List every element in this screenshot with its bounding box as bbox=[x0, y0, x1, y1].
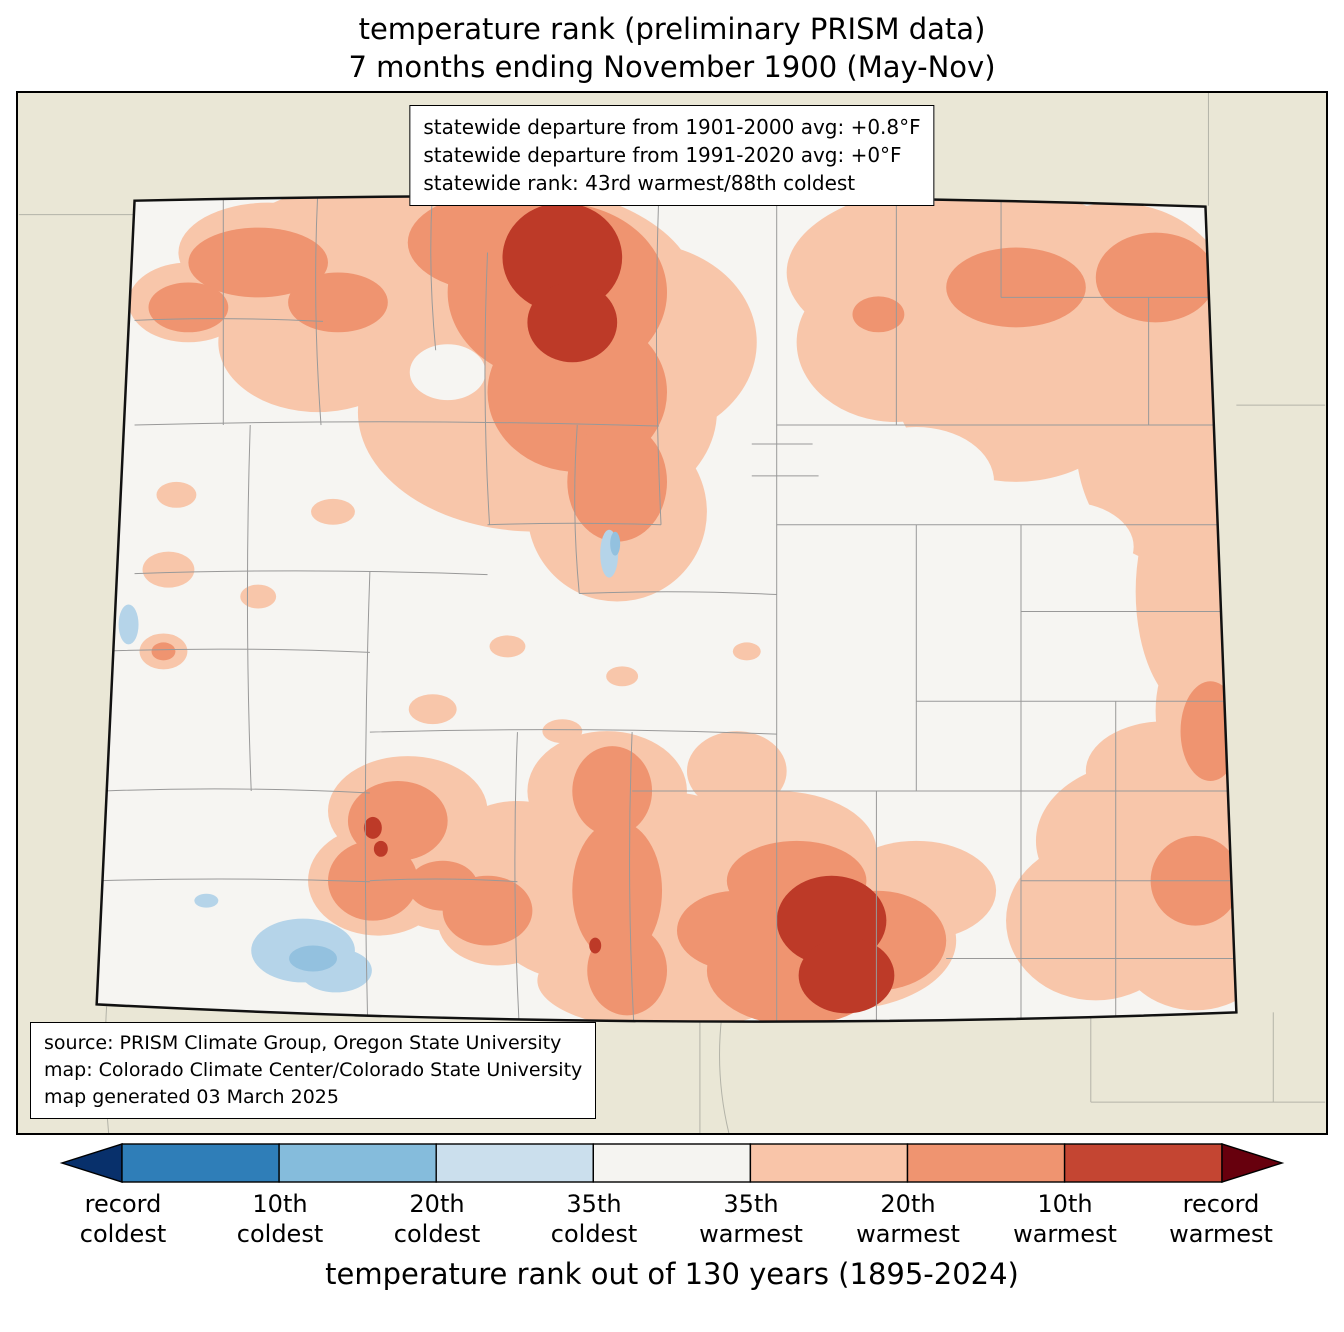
colorbar-seg-20th-warmest bbox=[906, 1142, 1066, 1183]
colorbar-label-10th-warmest: 10th warmest bbox=[1013, 1189, 1117, 1248]
neighbor-state-lines bbox=[18, 92, 1326, 1133]
colorbar-seg-20th-coldest bbox=[278, 1142, 437, 1183]
colorbar-seg-10th-coldest bbox=[121, 1142, 280, 1183]
source-line-2: map: Colorado Climate Center/Colorado St… bbox=[44, 1058, 583, 1081]
source-line-3: map generated 03 March 2025 bbox=[44, 1085, 339, 1108]
stats-line-3: statewide rank: 43rd warmest/88th coldes… bbox=[423, 171, 856, 196]
statewide-stats-box: statewide departure from 1901-2000 avg: … bbox=[409, 104, 935, 206]
colorbar-label-record-coldest: record coldest bbox=[79, 1189, 167, 1248]
page-title: temperature rank (preliminary PRISM data… bbox=[0, 0, 1344, 87]
colorbar-arrow-record-warmest bbox=[1221, 1142, 1285, 1183]
colorbar-label-35th-warmest: 35th warmest bbox=[699, 1189, 803, 1248]
colorbar-seg-35th-warmest bbox=[749, 1142, 909, 1183]
colorbar-svg bbox=[59, 1142, 1285, 1183]
cool-rank-deeper-patches bbox=[289, 531, 621, 971]
colorbar-label-record-warmest: record warmest bbox=[1169, 1189, 1273, 1248]
warm-rank-10th-patches bbox=[363, 202, 895, 1013]
colorbar-seg-10th-warmest bbox=[1063, 1142, 1223, 1183]
colorbar-labels: record coldest 10th coldest 20th coldest 35… bbox=[0, 1187, 1344, 1253]
stats-line-2: statewide departure from 1991-2020 avg: … bbox=[423, 142, 902, 167]
stats-line-1: statewide departure from 1901-2000 avg: … bbox=[423, 114, 921, 139]
colorbar-label-10th-coldest: 10th coldest bbox=[236, 1189, 324, 1248]
colorbar-seg-middle bbox=[592, 1142, 752, 1183]
colorbar-label-20th-warmest: 20th warmest bbox=[856, 1189, 960, 1248]
colorbar-caption: temperature rank out of 130 years (1895-… bbox=[325, 1256, 1019, 1291]
source-attribution-box: source: PRISM Climate Group, Oregon Stat… bbox=[30, 1021, 597, 1119]
colorbar-label-35th-coldest: 35th coldest bbox=[550, 1189, 638, 1248]
title-line-2: 7 months ending November 1900 (May-Nov) bbox=[348, 50, 996, 85]
colorbar bbox=[0, 1141, 1344, 1187]
colorbar-label-20th-coldest: 20th coldest bbox=[393, 1189, 481, 1248]
county-boundaries bbox=[96, 195, 1237, 1022]
colorado-map bbox=[18, 92, 1326, 1133]
map-panel: statewide departure from 1901-2000 avg: … bbox=[16, 90, 1328, 1135]
source-line-1: source: PRISM Climate Group, Oregon Stat… bbox=[44, 1031, 562, 1054]
colorbar-seg-35th-coldest bbox=[435, 1142, 595, 1183]
colorbar-arrow-record-coldest bbox=[59, 1142, 123, 1183]
title-line-1: temperature rank (preliminary PRISM data… bbox=[358, 12, 986, 46]
